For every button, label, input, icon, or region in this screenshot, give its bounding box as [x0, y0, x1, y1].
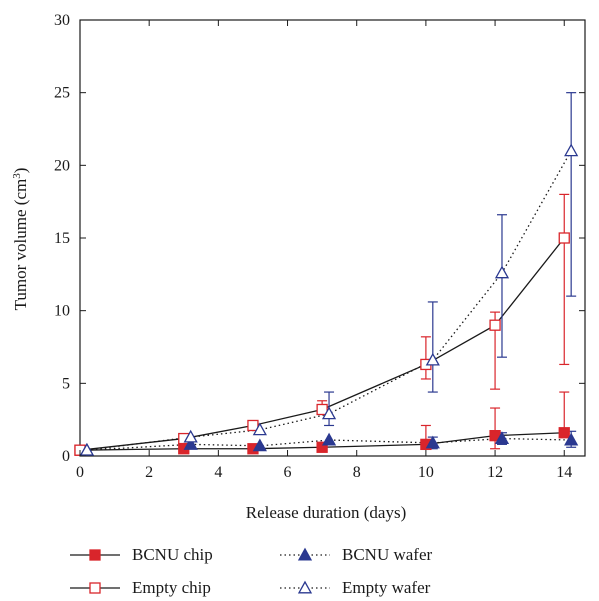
x-tick-label: 12: [487, 464, 503, 481]
legend-label: Empty wafer: [342, 578, 431, 597]
data-point: [252, 438, 267, 452]
data-point: [425, 352, 440, 366]
data-point: [321, 406, 337, 420]
legend-marker: [297, 580, 313, 594]
data-point: [252, 422, 267, 436]
legend-item-bcnu-wafer: BCNU wafer: [280, 545, 433, 564]
y-tick-label: 10: [54, 303, 70, 320]
x-axis: 0 2 4 6 8 10 12 14: [76, 20, 572, 481]
y-tick-label: 30: [54, 12, 70, 29]
legend: BCNU chip Empty chip BCNU wafer Empty wafer: [70, 545, 433, 597]
markers-bcnu-wafer: [79, 431, 579, 456]
data-point: [183, 437, 198, 450]
data-point: [425, 435, 440, 449]
legend-marker: [297, 547, 313, 561]
x-tick-label: 0: [76, 464, 84, 481]
y-axis-label-tail: ): [11, 168, 30, 174]
legend-marker: [89, 582, 101, 594]
legend-marker: [89, 549, 101, 561]
x-tick-label: 14: [556, 464, 572, 481]
markers-empty-wafer: [79, 143, 579, 456]
data-point: [489, 319, 501, 331]
data-point: [494, 431, 510, 445]
data-point: [558, 232, 570, 244]
data-point: [247, 419, 259, 432]
data-point: [79, 442, 95, 456]
data-point: [183, 429, 198, 443]
y-axis-label-base: Tumor volume (cm: [11, 179, 30, 311]
y-axis-label-sup: 3: [11, 173, 23, 179]
data-point: [321, 432, 337, 446]
y-tick-label: 15: [54, 230, 70, 247]
data-point: [494, 265, 510, 279]
data-point: [564, 432, 579, 446]
series-line: [79, 237, 565, 451]
data-point: [558, 427, 570, 439]
data-point: [316, 403, 328, 416]
plot-area: [74, 19, 586, 457]
x-tick-label: 8: [353, 464, 361, 481]
data-point: [564, 143, 579, 157]
y-tick-label: 5: [62, 375, 70, 392]
x-tick-label: 10: [418, 464, 434, 481]
x-tick-label: 4: [214, 464, 222, 481]
legend-item-bcnu-chip: BCNU chip: [70, 545, 213, 564]
legend-item-empty-chip: Empty chip: [70, 578, 211, 597]
y-tick-label: 25: [54, 85, 70, 102]
x-axis-label: Release duration (days): [246, 503, 407, 522]
x-tick-label: 2: [145, 464, 153, 481]
y-tick-label: 0: [62, 448, 70, 465]
legend-label: BCNU chip: [132, 545, 213, 564]
legend-label: Empty chip: [132, 578, 211, 597]
y-axis-label: Tumor volume (cm3): [11, 168, 30, 311]
y-axis: 0 5 10 15 20 25 30: [54, 12, 585, 465]
data-point: [316, 441, 328, 453]
x-tick-label: 6: [284, 464, 292, 481]
legend-item-empty-wafer: Empty wafer: [280, 578, 431, 597]
legend-label: BCNU wafer: [342, 545, 433, 564]
y-tick-label: 20: [54, 157, 70, 174]
plot-frame: [79, 19, 586, 457]
